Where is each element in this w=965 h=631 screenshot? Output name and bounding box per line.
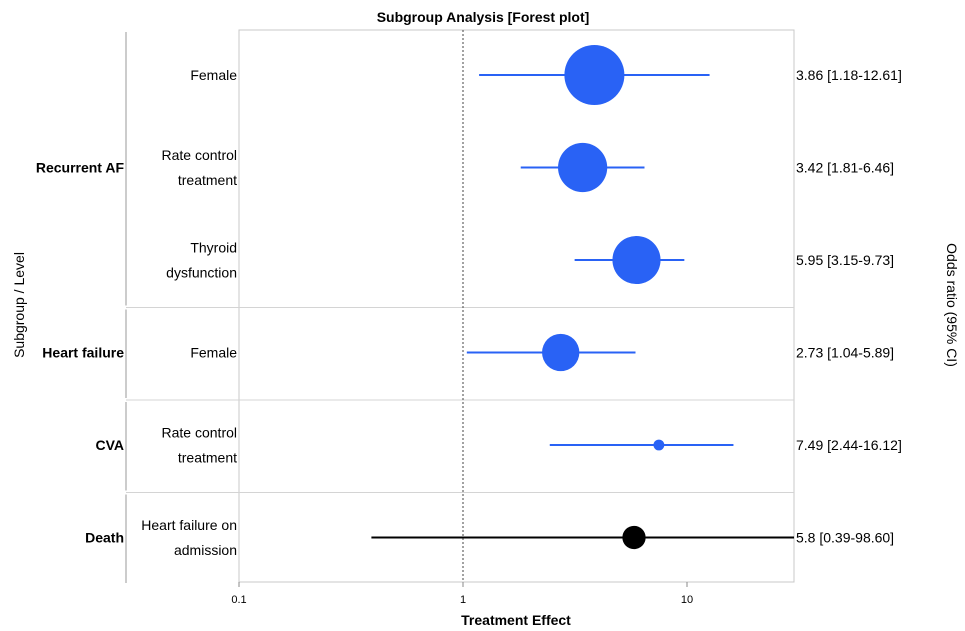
point-estimate [558, 142, 608, 193]
x-axis-ticks: 0.1 1 10 [231, 582, 693, 606]
odds-ratio-axis-title: Odds ratio (95% CI) [944, 243, 960, 367]
group-label: CVA [95, 437, 124, 453]
point-estimate [622, 525, 646, 550]
odds-ratio-label: 7.49 [2.44-16.12] [796, 437, 902, 453]
chart-title: Subgroup Analysis [Forest plot] [377, 9, 590, 25]
level-label: treatment [178, 450, 237, 466]
group-label: Death [85, 530, 124, 546]
level-label: dysfunction [166, 265, 237, 281]
group-dividers [126, 307, 794, 493]
level-label: Rate control [162, 147, 237, 163]
point-estimate [653, 439, 665, 451]
plot-frame [238, 29, 795, 583]
level-label: Female [190, 67, 237, 83]
odds-ratio-label: 5.8 [0.39-98.60] [796, 530, 894, 546]
x-tick-label: 10 [681, 594, 693, 606]
odds-ratio-label: 5.95 [3.15-9.73] [796, 252, 894, 268]
odds-ratio-label: 3.42 [1.81-6.46] [796, 160, 894, 176]
group-label: Heart failure [42, 345, 124, 361]
point-estimate [542, 333, 580, 372]
level-label: Female [190, 345, 237, 361]
level-label: treatment [178, 172, 237, 188]
level-label: Rate control [162, 425, 237, 441]
point-estimate [564, 45, 625, 105]
level-label: admission [174, 542, 237, 558]
level-label: Heart failure on [141, 517, 237, 533]
group-label: Recurrent AF [36, 160, 125, 176]
point-estimate [612, 235, 661, 285]
level-label: Thyroid [190, 240, 237, 256]
odds-ratio-label: 2.73 [1.04-5.89] [796, 345, 894, 361]
forest-marks [371, 45, 794, 550]
x-axis-title: Treatment Effect [461, 612, 571, 628]
x-tick-label: 0.1 [231, 594, 246, 606]
odds-ratio-label: 3.86 [1.18-12.61] [796, 67, 902, 83]
x-tick-label: 1 [460, 594, 466, 606]
y-axis-title: Subgroup / Level [11, 252, 27, 358]
row-labels: Female 3.86 [1.18-12.61] Rate control treat… [36, 67, 902, 558]
